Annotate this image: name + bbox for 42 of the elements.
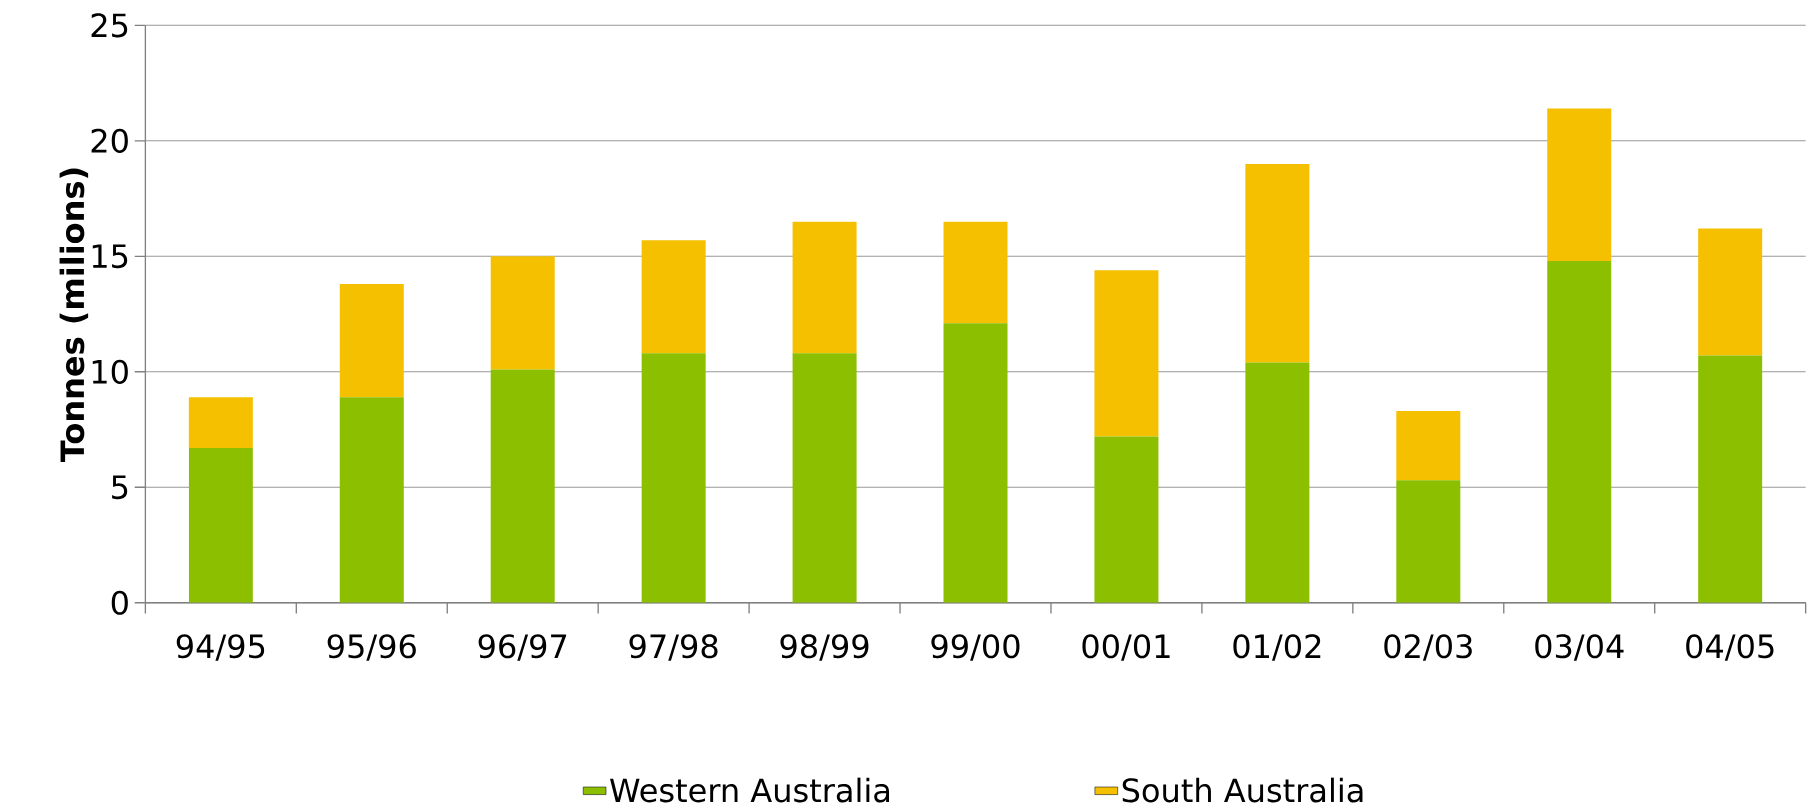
bar xyxy=(1698,355,1763,603)
x-tick-label: 98/99 xyxy=(780,634,869,661)
bar xyxy=(1245,163,1310,363)
y-tick-label: 15 xyxy=(92,244,128,269)
x-tick-label: 94/95 xyxy=(176,634,265,661)
x-tick-label: 95/96 xyxy=(327,634,416,661)
bar xyxy=(1396,410,1461,481)
bar xyxy=(188,447,253,603)
bar xyxy=(792,221,857,354)
y-tick-label: 5 xyxy=(112,475,128,500)
bar xyxy=(1698,228,1763,356)
bar xyxy=(641,240,706,354)
legend-label: Western Australia xyxy=(610,777,890,803)
y-tick-label: 20 xyxy=(91,128,128,153)
x-tick-label: 96/97 xyxy=(478,634,567,661)
bar xyxy=(1094,270,1159,437)
bar xyxy=(1547,108,1612,261)
bar xyxy=(1547,260,1612,603)
legend-label: South Australia xyxy=(1122,777,1363,803)
bar xyxy=(943,323,1008,603)
x-tick-label: 99/00 xyxy=(931,634,1020,661)
x-tick-label: 97/98 xyxy=(629,634,718,661)
x-tick-label: 00/01 xyxy=(1082,634,1170,661)
y-tick-label: 0 xyxy=(111,590,128,615)
x-tick-label: 03/04 xyxy=(1535,634,1624,661)
bar xyxy=(1094,436,1159,603)
x-tick-label: 04/05 xyxy=(1686,634,1774,661)
y-tick-label: 25 xyxy=(91,13,128,38)
y-tick-label: 10 xyxy=(92,359,128,384)
y-axis-title: Tonnes (milions) xyxy=(59,168,89,463)
bar xyxy=(490,369,555,603)
bar xyxy=(188,397,253,448)
bar xyxy=(792,353,857,603)
x-tick-label: 02/03 xyxy=(1384,634,1472,661)
bar xyxy=(339,397,404,603)
bar xyxy=(1396,480,1461,603)
bar xyxy=(641,353,706,603)
bar xyxy=(1245,362,1310,603)
x-tick-label: 01/02 xyxy=(1233,634,1321,661)
bar xyxy=(339,283,404,398)
bar xyxy=(943,221,1008,324)
bar xyxy=(490,256,555,370)
